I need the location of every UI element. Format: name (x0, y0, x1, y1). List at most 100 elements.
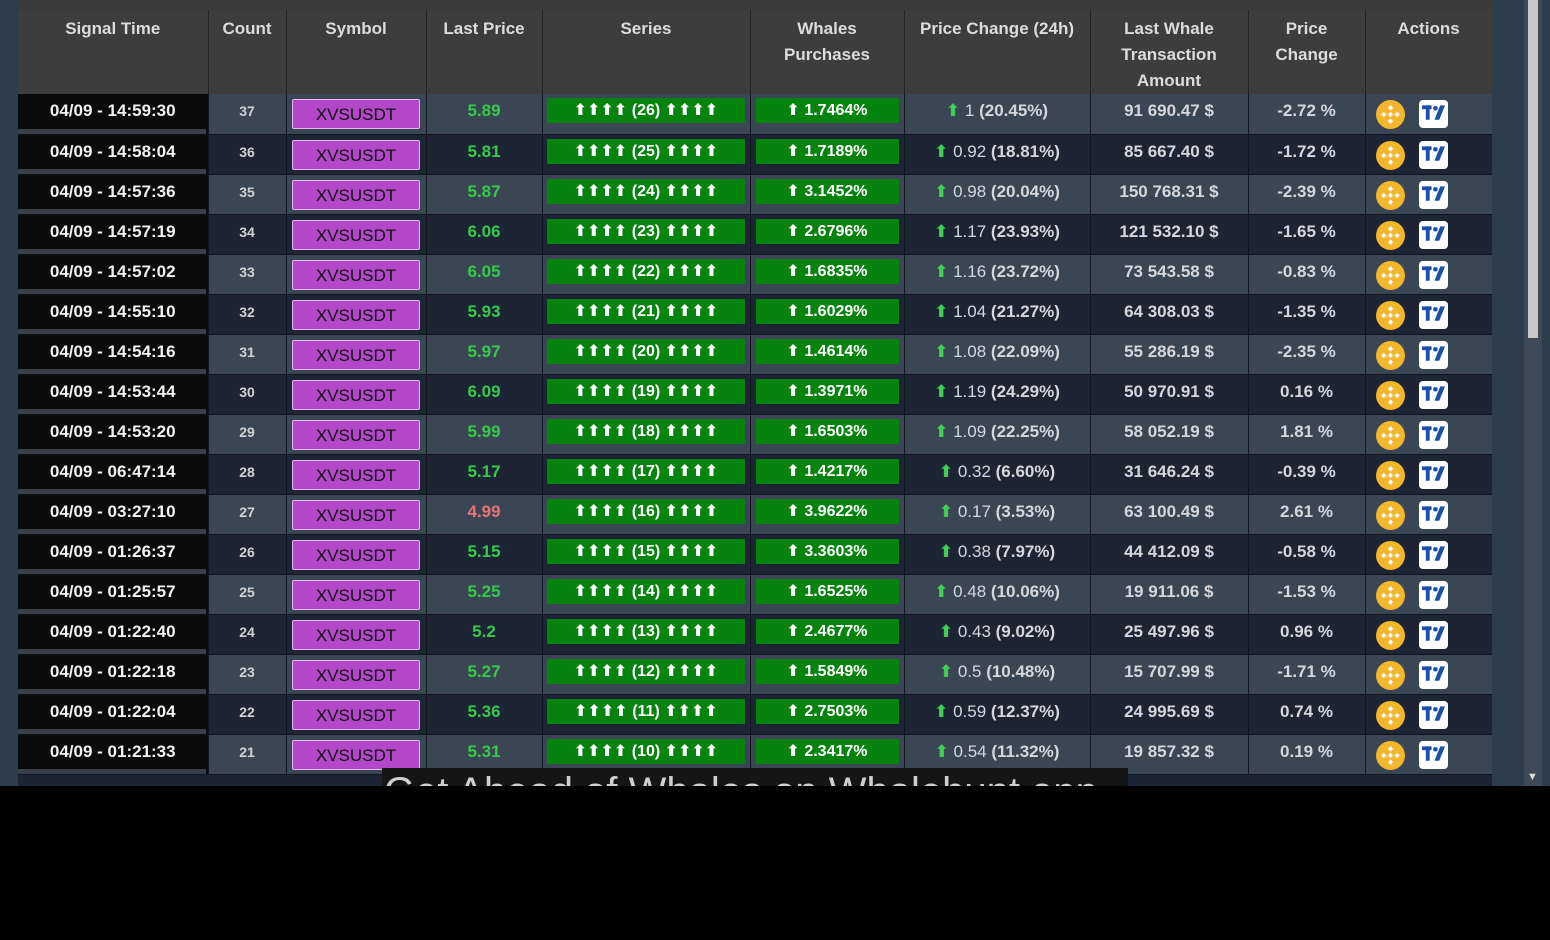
binance-icon[interactable] (1375, 340, 1405, 370)
symbol-button[interactable]: XVSUSDT (292, 619, 420, 650)
header-count[interactable]: Count (208, 10, 287, 94)
signal-time-cell: 04/09 - 14:53:20 (18, 414, 209, 455)
whale-purchase-badge: ⬆ 1.4217% (755, 458, 899, 484)
last-price-cell: 5.2 (426, 614, 543, 655)
actions-cell (1365, 294, 1492, 335)
binance-icon[interactable] (1375, 500, 1405, 530)
header-last-price[interactable]: Last Price (426, 10, 543, 94)
header-whales-purchases[interactable]: Whales Purchases (750, 10, 905, 94)
symbol-button[interactable]: XVSUSDT (292, 659, 420, 690)
binance-icon[interactable] (1375, 260, 1405, 290)
symbol-button[interactable]: XVSUSDT (292, 219, 420, 250)
signal-time-cell: 04/09 - 14:57:19 (18, 214, 209, 255)
tradingview-icon[interactable] (1418, 580, 1448, 609)
binance-icon[interactable] (1375, 620, 1405, 650)
symbol-button[interactable]: XVSUSDT (292, 739, 420, 770)
actions-cell (1365, 494, 1492, 535)
binance-icon[interactable] (1375, 660, 1405, 690)
binance-icon[interactable] (1375, 180, 1405, 210)
whale-purchase-badge: ⬆ 1.5849% (755, 658, 899, 684)
whales-purchases-cell: ⬆ 1.6525% (750, 574, 905, 615)
tradingview-icon[interactable] (1418, 300, 1448, 329)
tradingview-icon[interactable] (1418, 620, 1448, 649)
whale-purchase-badge: ⬆ 1.6029% (755, 298, 899, 324)
symbol-button[interactable]: XVSUSDT (292, 579, 420, 610)
price-change-24h-cell: ⬆ 1.08 (22.09%) (904, 334, 1091, 375)
whale-amount-cell: 91 690.47 $ (1090, 94, 1249, 135)
scroll-down-arrow-icon[interactable]: ▼ (1527, 771, 1538, 783)
binance-icon[interactable] (1375, 740, 1405, 770)
vertical-scrollbar[interactable]: ▼ (1524, 0, 1542, 786)
symbol-button[interactable]: XVSUSDT (292, 459, 420, 490)
tradingview-icon[interactable] (1418, 660, 1448, 689)
whale-amount-cell: 73 543.58 $ (1090, 254, 1249, 295)
header-symbol[interactable]: Symbol (286, 10, 427, 94)
symbol-button[interactable]: XVSUSDT (292, 179, 420, 210)
last-price-cell: 6.09 (426, 374, 543, 415)
header-price-change[interactable]: Price Change (1248, 10, 1366, 94)
tradingview-icon[interactable] (1418, 180, 1448, 209)
symbol-button[interactable]: XVSUSDT (292, 379, 420, 410)
tradingview-icon[interactable] (1418, 540, 1448, 569)
symbol-button[interactable]: XVSUSDT (292, 259, 420, 290)
tradingview-icon[interactable] (1418, 340, 1448, 369)
whale-amount-cell: 25 497.96 $ (1090, 614, 1249, 655)
up-arrow-icon: ⬆ (934, 741, 949, 761)
price-change-24h-cell: ⬆ 1.09 (22.25%) (904, 414, 1091, 455)
binance-icon[interactable] (1375, 300, 1405, 330)
signal-time-cell: 04/09 - 14:55:10 (18, 294, 209, 335)
actions-cell (1365, 534, 1492, 575)
up-arrow-icon: ⬆ (934, 701, 949, 721)
series-badge: ⬆⬆⬆⬆ (11) ⬆⬆⬆⬆ (547, 698, 745, 724)
count-cell: 29 (208, 414, 287, 455)
tradingview-icon[interactable] (1418, 220, 1448, 249)
binance-icon[interactable] (1375, 580, 1405, 610)
binance-icon[interactable] (1375, 420, 1405, 450)
symbol-button[interactable]: XVSUSDT (292, 699, 420, 730)
binance-icon[interactable] (1375, 700, 1405, 730)
scrollbar-thumb[interactable] (1528, 0, 1538, 338)
tradingview-icon[interactable] (1418, 140, 1448, 169)
header-signal-time[interactable]: Signal Time (18, 10, 209, 94)
up-arrow-icon: ⬆ (938, 541, 954, 561)
symbol-button[interactable]: XVSUSDT (292, 299, 420, 330)
series-cell: ⬆⬆⬆⬆ (18) ⬆⬆⬆⬆ (542, 414, 751, 455)
symbol-button[interactable]: XVSUSDT (292, 99, 420, 129)
symbol-button[interactable]: XVSUSDT (292, 139, 420, 170)
series-cell: ⬆⬆⬆⬆ (13) ⬆⬆⬆⬆ (542, 614, 751, 655)
binance-icon[interactable] (1375, 460, 1405, 490)
symbol-button[interactable]: XVSUSDT (292, 539, 420, 570)
header-series[interactable]: Series (542, 10, 751, 94)
price-change-24h-cell: ⬆ 0.43 (9.02%) (904, 614, 1091, 655)
tradingview-icon[interactable] (1418, 500, 1448, 529)
price-change-cell: -0.83 % (1248, 254, 1366, 295)
symbol-button[interactable]: XVSUSDT (292, 499, 420, 530)
price-change-24h-cell: ⬆ 0.59 (12.37%) (904, 694, 1091, 735)
binance-icon[interactable] (1375, 140, 1405, 170)
binance-icon[interactable] (1375, 380, 1405, 410)
symbol-button[interactable]: XVSUSDT (292, 339, 420, 370)
tradingview-icon[interactable] (1418, 700, 1448, 729)
whales-purchases-cell: ⬆ 1.6835% (750, 254, 905, 295)
symbol-button[interactable]: XVSUSDT (292, 419, 420, 450)
tradingview-icon[interactable] (1418, 420, 1448, 449)
tradingview-icon[interactable] (1418, 460, 1448, 489)
header-price-change-24h[interactable]: Price Change (24h) (904, 10, 1091, 94)
tradingview-icon[interactable] (1418, 380, 1448, 409)
last-price-cell: 5.99 (426, 414, 543, 455)
symbol-cell: XVSUSDT (286, 534, 427, 575)
actions-cell (1365, 94, 1492, 135)
binance-icon[interactable] (1375, 540, 1405, 570)
tradingview-icon[interactable] (1418, 100, 1448, 128)
whale-purchase-badge: ⬆ 1.7464% (755, 98, 899, 123)
actions-cell (1365, 694, 1492, 735)
header-last-whale-amount[interactable]: Last Whale Transaction Amount (1090, 10, 1249, 94)
promo-banner[interactable]: Get Ahead of Whales on Whalehunt app (382, 768, 1128, 786)
tradingview-icon[interactable] (1418, 260, 1448, 289)
whale-purchase-badge: ⬆ 1.6525% (755, 578, 899, 604)
binance-icon[interactable] (1375, 100, 1405, 129)
tradingview-icon[interactable] (1418, 740, 1448, 769)
binance-icon[interactable] (1375, 220, 1405, 250)
series-cell: ⬆⬆⬆⬆ (26) ⬆⬆⬆⬆ (542, 94, 751, 135)
price-change-24h-cell: ⬆ 0.98 (20.04%) (904, 174, 1091, 215)
